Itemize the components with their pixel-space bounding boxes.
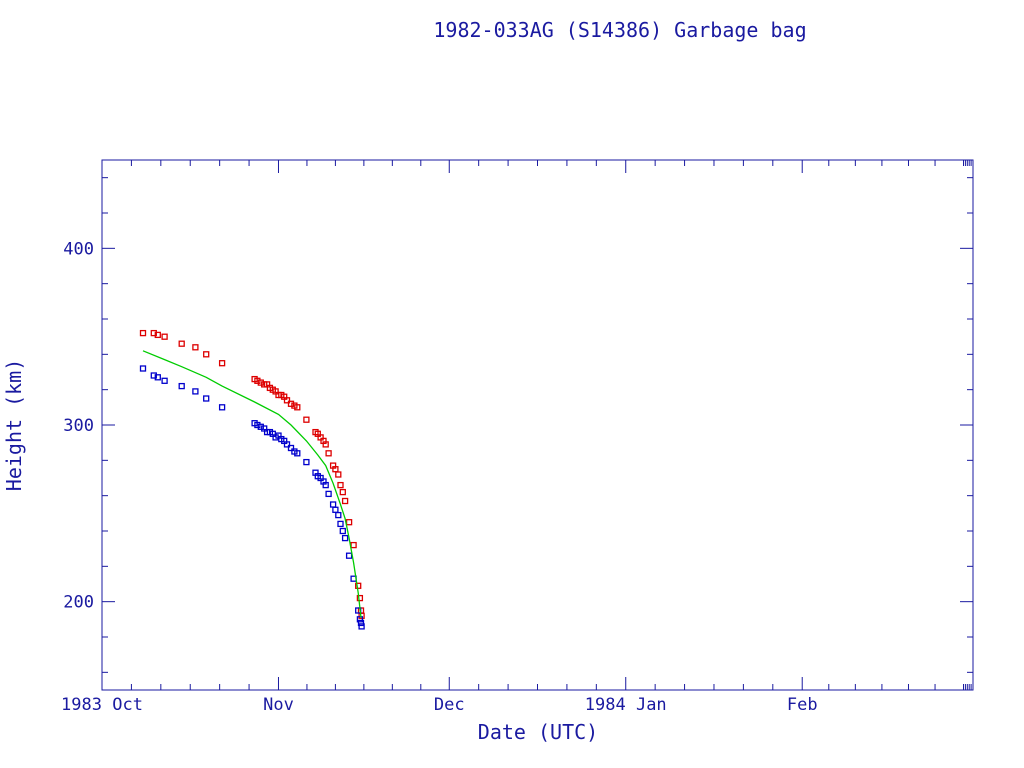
series-layer [139, 329, 365, 630]
perigee-point [329, 501, 337, 508]
x-tick-label: Dec [434, 695, 465, 715]
apogee-point [339, 488, 346, 496]
perigee-point [178, 382, 185, 390]
x-axis-label: Date (UTC) [478, 720, 598, 744]
perigee-point [341, 534, 349, 542]
perigee-point [154, 374, 161, 381]
perigee-point [254, 421, 261, 429]
apogee-point [139, 329, 147, 337]
perigee-point [218, 404, 226, 411]
apogee-point [341, 497, 349, 505]
y-axis-label: Height (km) [2, 359, 26, 491]
apogee-point [192, 344, 199, 351]
axis-ticks [101, 160, 973, 690]
apogee-point [161, 333, 168, 340]
x-tick-label: Nov [263, 695, 294, 715]
perigee-point [203, 395, 210, 402]
apogee-point [350, 541, 357, 549]
x-tick-label: 1984 Jan [585, 695, 667, 715]
apogee-point [257, 379, 264, 386]
perigee-point [358, 623, 365, 630]
apogee-point [218, 360, 226, 367]
perigee-point [139, 365, 147, 372]
apogee-point [335, 471, 342, 478]
perigee-point [337, 520, 344, 528]
perigee-point [161, 377, 168, 384]
perigee-point [150, 372, 157, 379]
perigee-point [339, 527, 346, 535]
x-tick-labels: 1983 Oct Nov Dec 1984 Jan Feb [61, 695, 818, 715]
apogee-point [325, 450, 332, 457]
apogee-point [337, 481, 344, 489]
perigee-point [335, 511, 342, 519]
apogee-point [355, 582, 362, 589]
perigee-point [332, 506, 339, 513]
x-tick-label: 1983 Oct [61, 695, 143, 715]
apogee-point [356, 594, 364, 602]
y-tick-label: 300 [63, 416, 94, 436]
plot-frame [101, 159, 974, 691]
apogee-point [287, 400, 295, 407]
apogee-point [178, 340, 185, 347]
y-tick-labels: 200 300 400 [63, 239, 94, 612]
perigee-point [192, 388, 199, 395]
apogee-point [254, 377, 261, 384]
apogee-point [303, 416, 310, 423]
perigee-point [294, 450, 301, 457]
y-tick-label: 200 [63, 593, 94, 613]
mean-line [142, 350, 362, 618]
perigee-point [325, 490, 332, 498]
apogee-point [150, 329, 157, 337]
perigee-point [287, 444, 295, 452]
apogee-point [294, 404, 301, 411]
perigee-point [283, 441, 291, 448]
chart-title: 1982-033AG (S14386) Garbage bag [433, 18, 806, 42]
perigee-point [357, 619, 365, 627]
apogee-point [203, 351, 210, 358]
apogee-point [322, 441, 329, 448]
apogee-point [154, 331, 161, 339]
perigee-point [322, 481, 329, 489]
perigee-point [257, 423, 264, 430]
perigee-point [356, 616, 364, 623]
perigee-point [345, 552, 353, 559]
x-tick-label: Feb [787, 695, 818, 715]
y-tick-label: 400 [63, 239, 94, 259]
perigee-point [303, 458, 310, 466]
apogee-point [345, 519, 353, 526]
apogee-point [358, 612, 365, 619]
apogee-point [283, 397, 291, 404]
